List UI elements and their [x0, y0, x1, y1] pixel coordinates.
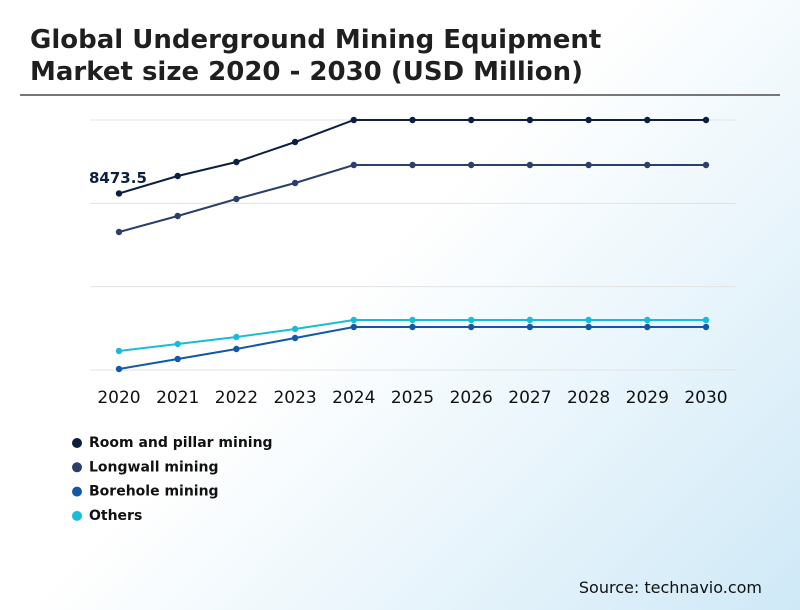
x-tick-label: 2021 — [156, 388, 199, 408]
legend-marker — [72, 438, 82, 448]
data-point — [526, 316, 534, 324]
title-rule — [20, 94, 780, 96]
data-point — [233, 158, 240, 166]
data-point — [115, 365, 123, 373]
data-point — [350, 161, 357, 169]
data-point — [644, 161, 651, 169]
data-point — [174, 172, 181, 180]
data-point — [233, 345, 240, 353]
data-point — [174, 355, 181, 363]
data-point — [468, 116, 475, 124]
data-point — [233, 195, 240, 203]
source: Source: technavio.com — [578, 578, 762, 597]
chart-title: Global Underground Mining Equipment Mark… — [30, 25, 602, 87]
x-tick-label: 2024 — [332, 388, 375, 408]
x-tick-label: 2023 — [273, 388, 316, 408]
data-point — [409, 116, 416, 124]
data-point — [174, 340, 181, 348]
data-point — [409, 161, 416, 169]
data-point — [702, 161, 710, 169]
legend-marker — [72, 510, 82, 521]
data-point — [585, 323, 592, 331]
data-label: 8473.5 — [89, 169, 147, 187]
data-point — [644, 323, 651, 331]
data-point — [233, 333, 240, 341]
chart: 2020 2021 2022 2023 2024 2025 2026 2027 2028 2029… — [72, 116, 736, 524]
data-point — [409, 323, 416, 331]
data-point — [468, 161, 475, 169]
data-point — [350, 316, 357, 324]
series-line — [118, 164, 706, 233]
data-point — [585, 161, 592, 169]
x-tick-label: 2029 — [626, 388, 669, 408]
data-point — [526, 161, 534, 169]
data-point — [526, 116, 534, 124]
series-line — [118, 326, 706, 370]
legend-marker — [72, 462, 82, 473]
data-point — [468, 316, 475, 324]
data-point — [702, 323, 710, 331]
legend-label: Borehole mining — [89, 484, 219, 500]
legend-label: Room and pillar mining — [89, 435, 273, 451]
data-point — [174, 212, 181, 220]
data-point — [350, 323, 357, 331]
data-point — [585, 116, 592, 124]
data-point — [291, 138, 299, 146]
data-point — [409, 316, 416, 324]
data-point — [644, 116, 651, 124]
data-point — [291, 334, 299, 342]
x-tick-label: 2026 — [450, 388, 493, 408]
legend-label: Longwall mining — [89, 459, 219, 475]
data-point — [115, 347, 123, 355]
x-tick-label: 2027 — [508, 388, 551, 408]
x-tick-label: 2025 — [391, 388, 434, 408]
x-tick-label: 2030 — [684, 388, 727, 408]
x-tick-label: 2020 — [97, 388, 140, 408]
data-point — [468, 323, 475, 331]
data-point — [644, 316, 651, 324]
legend-marker — [72, 486, 82, 497]
series-line — [118, 119, 706, 195]
data-point — [702, 116, 710, 124]
data-point — [585, 316, 592, 324]
x-tick-label: 2022 — [215, 388, 258, 408]
data-point — [115, 228, 123, 236]
legend-label: Others — [89, 508, 142, 524]
data-point — [291, 179, 299, 187]
data-point — [350, 116, 357, 124]
data-point — [702, 316, 710, 324]
data-point — [291, 325, 299, 333]
x-tick-label: 2028 — [567, 388, 610, 408]
data-point — [526, 323, 534, 331]
data-point — [115, 190, 123, 197]
